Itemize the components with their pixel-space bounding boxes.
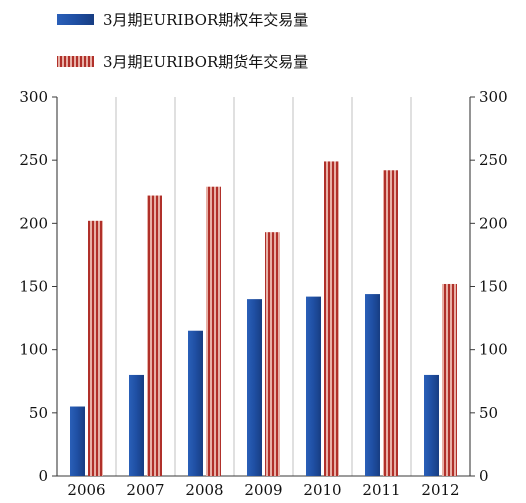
x-tick-label: 2006 bbox=[67, 481, 105, 499]
x-axis: 2006 2007 2008 2009 2010 2011 2012 bbox=[67, 481, 459, 499]
y-tick-label: 100 bbox=[19, 341, 48, 359]
legend-item-futures: 3月期EURIBOR期货年交易量 bbox=[57, 53, 308, 71]
legend-label-futures: 3月期EURIBOR期货年交易量 bbox=[103, 53, 308, 71]
y-tick-label: 50 bbox=[479, 404, 498, 422]
y-axis-right: 0 50 100 150 200 250 300 bbox=[470, 88, 508, 485]
legend-swatch-futures bbox=[57, 56, 94, 67]
legend-item-options: 3月期EURIBOR期权年交易量 bbox=[57, 11, 308, 29]
legend-swatch-options bbox=[57, 14, 94, 25]
y-tick-label: 200 bbox=[19, 214, 48, 232]
bar-futures bbox=[206, 186, 221, 477]
x-tick-label: 2011 bbox=[362, 481, 400, 499]
bar-options bbox=[247, 299, 262, 476]
bar-options bbox=[70, 406, 85, 476]
bar-futures bbox=[383, 170, 398, 477]
x-tick-label: 2010 bbox=[303, 481, 341, 499]
y-tick-label: 50 bbox=[29, 404, 48, 422]
y-tick-label: 100 bbox=[479, 341, 508, 359]
bar-futures bbox=[147, 195, 162, 477]
y-tick-label: 250 bbox=[19, 151, 48, 169]
bar-futures bbox=[265, 232, 280, 476]
plot-area bbox=[56, 97, 471, 477]
legend-label-options: 3月期EURIBOR期权年交易量 bbox=[103, 11, 308, 29]
bar-options bbox=[129, 374, 144, 476]
bar-futures bbox=[88, 220, 103, 476]
bar-futures bbox=[324, 161, 339, 476]
y-tick-label: 250 bbox=[479, 151, 508, 169]
x-tick-label: 2009 bbox=[244, 481, 282, 499]
y-tick-label: 200 bbox=[479, 214, 508, 232]
bar-options bbox=[188, 330, 203, 476]
x-tick-label: 2008 bbox=[185, 481, 223, 499]
legend: 3月期EURIBOR期权年交易量 3月期EURIBOR期货年交易量 bbox=[57, 11, 308, 71]
y-tick-label: 0 bbox=[479, 467, 489, 485]
y-tick-label: 150 bbox=[19, 278, 48, 296]
y-axis-left: 0 50 100 150 200 250 300 bbox=[19, 88, 57, 485]
bar-options bbox=[424, 374, 439, 476]
y-tick-label: 150 bbox=[479, 278, 508, 296]
x-tick-label: 2007 bbox=[126, 481, 164, 499]
x-tick-label: 2012 bbox=[421, 481, 459, 499]
y-tick-label: 0 bbox=[38, 467, 48, 485]
bar-options bbox=[365, 294, 380, 476]
bar-options bbox=[306, 296, 321, 476]
y-tick-label: 300 bbox=[479, 88, 508, 106]
y-tick-label: 300 bbox=[19, 88, 48, 106]
bar-futures bbox=[442, 283, 457, 476]
